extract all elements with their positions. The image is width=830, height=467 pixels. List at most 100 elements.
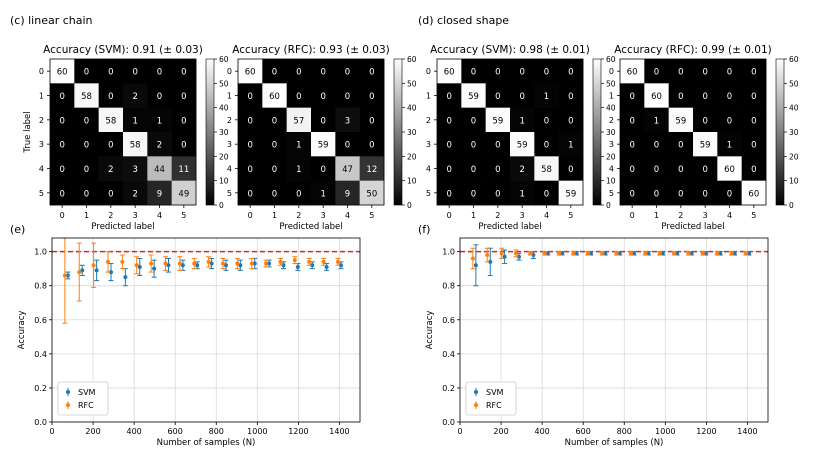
y-tick-label: 3 (426, 140, 431, 149)
colorbar-tick-label: 10 (606, 177, 616, 186)
matrix-cell-value: 1 (654, 116, 659, 126)
matrix-cell (717, 83, 742, 108)
matrix-cell (359, 132, 385, 157)
y-tick-label: 2 (426, 116, 431, 125)
y-tick-label: 0.2 (442, 384, 455, 393)
data-point-svm (516, 254, 521, 259)
matrix-cell-value: 0 (654, 141, 659, 151)
matrix-cell (74, 132, 99, 157)
data-point-rfc (105, 259, 110, 264)
data-point-svm (166, 263, 171, 268)
matrix-cell-value: 0 (247, 165, 252, 175)
matrix-cell-value: 0 (702, 116, 707, 126)
matrix-cell (171, 59, 197, 84)
x-tick-label: 4 (157, 211, 162, 220)
matrix-cell-value: 0 (84, 165, 89, 175)
colorbar-tick-label: 30 (407, 128, 417, 137)
matrix-cell (620, 132, 645, 157)
data-point-rfc (499, 251, 504, 256)
matrix-cell-value: 0 (345, 92, 350, 102)
data-point-svm (502, 254, 507, 259)
matrix-cell-value: 0 (84, 68, 89, 78)
matrix-cell (123, 132, 148, 157)
x-tick-label: 5 (751, 211, 756, 220)
x-tick-label: 0 (60, 211, 65, 220)
data-point-svm (281, 263, 286, 268)
matrix-cell-value: 0 (471, 141, 476, 151)
matrix-cell (534, 83, 559, 108)
matrix-cell (147, 83, 172, 108)
matrix-cell-value: 0 (702, 92, 707, 102)
matrix-cell-value: 0 (181, 116, 186, 126)
matrix-cell-value: 58 (130, 141, 141, 151)
panel-label-d: (d) closed shape (418, 14, 509, 27)
matrix-cell (693, 180, 718, 206)
matrix-cell-value: 0 (369, 68, 374, 78)
matrix-cell (311, 132, 336, 157)
accuracy-plot-1: 0 200 400 600 800 1000 1200 1400 0.0 0.2 0.4 0.6 0.8… (425, 237, 769, 448)
matrix-cell (510, 180, 535, 206)
matrix-cell-value: 0 (629, 141, 634, 151)
matrix-cell (620, 83, 645, 108)
y-tick-label: 4 (39, 165, 44, 174)
matrix-cell (558, 107, 584, 133)
matrix-cell-value: 0 (702, 68, 707, 78)
y-tick-label: 0 (426, 67, 431, 76)
matrix-cell (693, 59, 718, 84)
data-point-rfc (557, 251, 562, 256)
matrix-cell (286, 107, 312, 133)
data-point-rfc (614, 251, 619, 256)
data-point-svm (473, 263, 478, 268)
matrix-cell (693, 107, 718, 133)
matrix-cell (50, 83, 75, 108)
data-point-svm (310, 263, 315, 268)
matrix-cell-value: 0 (654, 165, 659, 175)
matrix-cell (534, 107, 559, 133)
x-tick-label: 600 (168, 427, 183, 436)
matrix-cell (262, 107, 287, 133)
y-tick-label: 0.8 (442, 282, 455, 291)
matrix-cell-value: 1 (132, 116, 137, 126)
data-point-svm (545, 251, 550, 256)
matrix-cell-value: 0 (296, 189, 301, 199)
colorbar (393, 58, 403, 206)
matrix-cell-value: 0 (272, 165, 277, 175)
matrix-cell (437, 59, 462, 84)
data-point-rfc (729, 251, 734, 256)
matrix-cell-value: 59 (675, 116, 686, 126)
matrix-cell-value: 0 (296, 92, 301, 102)
matrix-cell-value: 0 (654, 189, 659, 199)
x-tick-label: 5 (568, 211, 573, 220)
matrix-xlabel: Predicted label (91, 222, 154, 232)
colorbar-tick-label: 20 (789, 152, 799, 161)
data-point-svm (732, 251, 737, 256)
colorbar-tick-label: 20 (219, 152, 229, 161)
matrix-cell (717, 107, 742, 133)
data-point-svm (267, 261, 272, 266)
data-point-rfc (743, 251, 748, 256)
matrix-cell (534, 132, 559, 157)
y-tick-label: 0 (39, 67, 44, 76)
y-tick-label: 3 (227, 140, 232, 149)
matrix-cell-value: 0 (629, 92, 634, 102)
x-tick-label: 200 (493, 427, 508, 436)
matrix-cell (461, 156, 486, 181)
matrix-cell-value: 0 (320, 165, 325, 175)
data-point-svm (646, 251, 651, 256)
matrix-cell-value: 0 (272, 68, 277, 78)
matrix-frame (436, 58, 584, 206)
matrix-cell-value: 60 (627, 68, 638, 78)
x-tick-label: 1200 (288, 427, 308, 436)
matrix-cell-value: 0 (272, 189, 277, 199)
y-tick-label: 5 (426, 189, 431, 198)
data-point-svm (689, 251, 694, 256)
matrix-cell (98, 83, 124, 108)
matrix-cell (286, 132, 312, 157)
colorbar-tick-label: 60 (606, 55, 616, 64)
x-tick-label: 400 (534, 427, 549, 436)
x-tick-label: 2 (108, 211, 113, 220)
matrix-cell (311, 83, 336, 108)
data-point-svm (631, 251, 636, 256)
matrix-cell (123, 83, 148, 108)
colorbar-tick-label: 30 (789, 128, 799, 137)
